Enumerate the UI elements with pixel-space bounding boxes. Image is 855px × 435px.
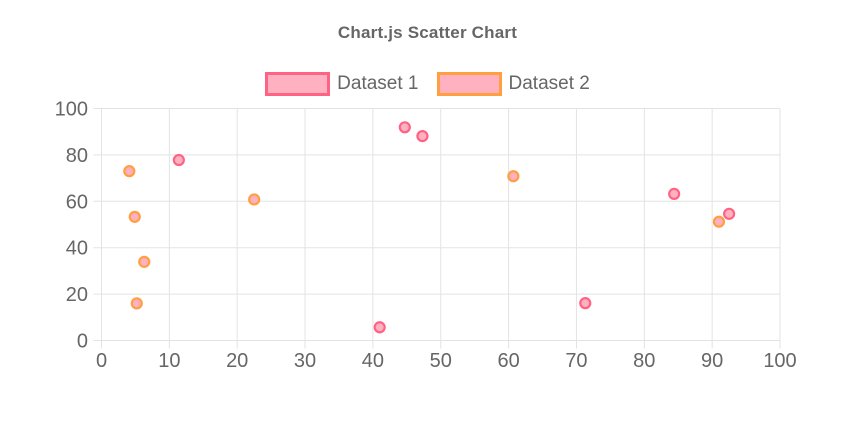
x-tick-label: 40 bbox=[362, 350, 384, 372]
x-tick-label: 50 bbox=[430, 350, 452, 372]
y-tick-label: 40 bbox=[66, 238, 88, 260]
legend-label: Dataset 1 bbox=[337, 73, 419, 94]
legend-swatch-dataset-1 bbox=[265, 72, 331, 96]
x-tick-label: 30 bbox=[294, 350, 316, 372]
data-point-dataset-1[interactable] bbox=[668, 187, 681, 200]
chart-title: Chart.js Scatter Chart bbox=[337, 23, 518, 42]
y-tick-label: 60 bbox=[66, 191, 88, 213]
x-tick-label: 100 bbox=[763, 350, 796, 372]
data-point-dataset-1[interactable] bbox=[723, 207, 736, 220]
data-point-dataset-1[interactable] bbox=[398, 121, 411, 134]
data-point-dataset-2[interactable] bbox=[507, 170, 520, 183]
x-tick-label: 70 bbox=[565, 350, 587, 372]
data-point-dataset-1[interactable] bbox=[416, 130, 429, 143]
data-point-dataset-2[interactable] bbox=[130, 297, 143, 310]
legend-label: Dataset 2 bbox=[508, 73, 590, 94]
data-point-dataset-1[interactable] bbox=[579, 297, 592, 310]
x-tick-label: 10 bbox=[158, 350, 180, 372]
y-tick-label: 80 bbox=[66, 145, 88, 167]
legend-item-dataset-1[interactable]: Dataset 1 bbox=[265, 72, 419, 96]
x-tick-label: 20 bbox=[226, 350, 248, 372]
legend-swatch-dataset-2 bbox=[436, 72, 502, 96]
data-point-dataset-2[interactable] bbox=[123, 165, 136, 178]
data-point-dataset-2[interactable] bbox=[128, 210, 141, 223]
y-tick-label: 0 bbox=[77, 331, 88, 353]
x-tick-label: 60 bbox=[497, 350, 519, 372]
data-point-dataset-2[interactable] bbox=[712, 215, 726, 228]
legend: Dataset 1 Dataset 2 bbox=[0, 71, 855, 97]
data-point-dataset-2[interactable] bbox=[138, 255, 151, 268]
y-tick-label: 20 bbox=[66, 284, 88, 306]
x-tick-label: 80 bbox=[633, 350, 655, 372]
x-tick-label: 0 bbox=[96, 350, 107, 372]
legend-item-dataset-2[interactable]: Dataset 2 bbox=[436, 72, 590, 96]
y-tick-label: 100 bbox=[55, 99, 88, 121]
data-point-dataset-2[interactable] bbox=[248, 193, 261, 206]
data-point-dataset-1[interactable] bbox=[172, 153, 185, 167]
data-point-dataset-1[interactable] bbox=[373, 321, 386, 334]
x-tick-label: 90 bbox=[701, 350, 723, 372]
